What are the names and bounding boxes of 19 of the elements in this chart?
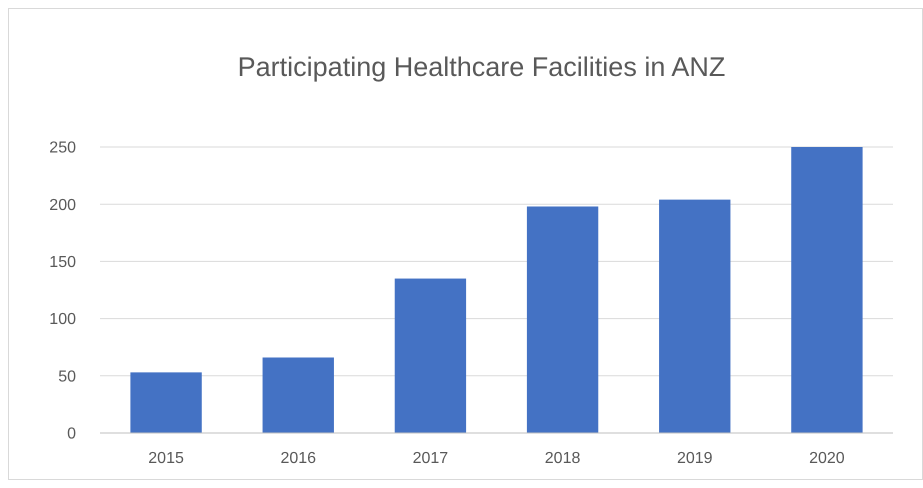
x-tick-label: 2019 [676, 450, 713, 467]
bar [659, 200, 730, 433]
bar [394, 278, 466, 433]
y-tick-label: 100 [49, 311, 76, 328]
chart-title: Participating Healthcare Facilities in ANZ [238, 52, 726, 82]
y-tick-label: 150 [49, 254, 76, 271]
bar [130, 372, 202, 433]
bar [791, 147, 863, 433]
y-tick-label: 0 [67, 426, 76, 443]
x-tick-label: 2016 [280, 450, 316, 467]
bar [262, 357, 334, 433]
x-tick-label: 2015 [148, 450, 184, 467]
x-tick-label: 2018 [544, 450, 580, 467]
x-tick-label: 2017 [412, 450, 448, 467]
y-tick-label: 200 [49, 196, 76, 214]
y-tick-label: 50 [58, 368, 76, 386]
x-tick-label: 2020 [809, 450, 845, 467]
bar [526, 206, 598, 433]
y-tick-label: 250 [49, 140, 76, 157]
